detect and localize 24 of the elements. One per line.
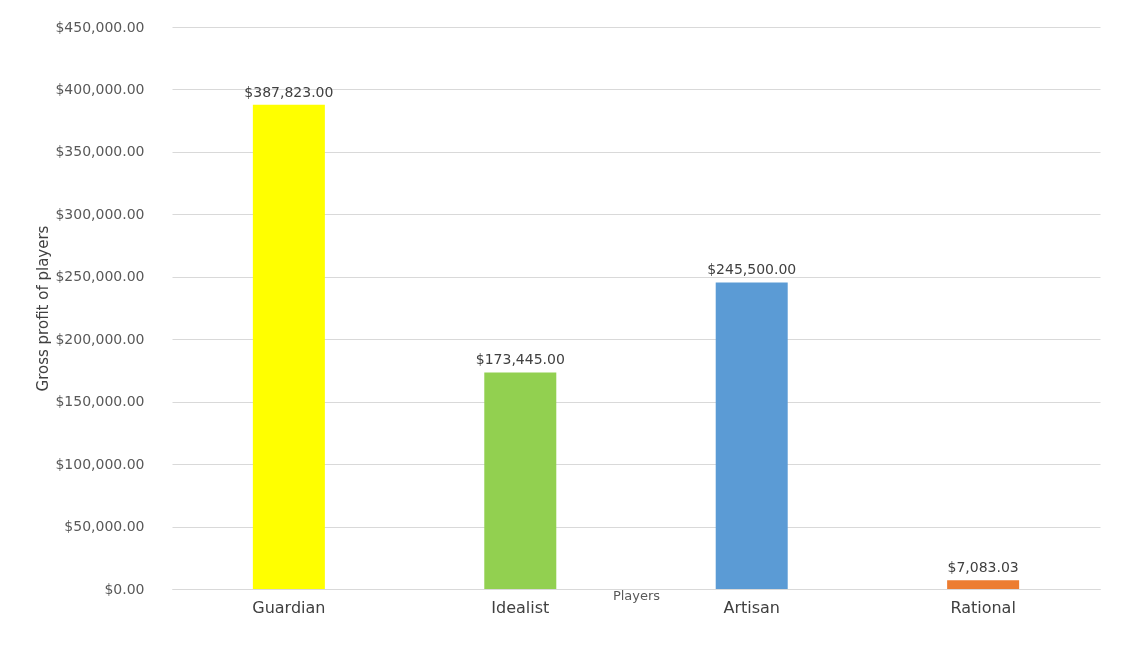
x-axis-title: Players — [612, 587, 661, 603]
data-label: $245,500.00 — [707, 261, 797, 278]
y-tick-label: $250,000.00 — [55, 268, 145, 285]
y-tick-label: $400,000.00 — [55, 80, 145, 97]
y-tick-label: $100,000.00 — [55, 455, 145, 472]
bar — [947, 580, 1020, 589]
y-tick-label: $450,000.00 — [55, 18, 145, 35]
bar — [252, 104, 325, 589]
y-tick-label: $350,000.00 — [55, 143, 145, 160]
bar — [484, 372, 557, 589]
data-label: $387,823.00 — [244, 83, 334, 100]
y-tick-label: $300,000.00 — [55, 205, 145, 222]
y-axis-title: Gross profit of players — [34, 225, 53, 392]
bar — [715, 282, 788, 589]
y-tick-label: $50,000.00 — [64, 518, 145, 535]
y-tick-label: $0.00 — [104, 580, 145, 597]
y-tick-label: $200,000.00 — [55, 330, 145, 347]
data-label: $173,445.00 — [475, 351, 565, 368]
x-tick-label: Artisan — [723, 597, 780, 617]
y-tick-label: $150,000.00 — [55, 393, 145, 410]
x-tick-label: Guardian — [252, 597, 326, 617]
x-tick-label: Rational — [950, 597, 1016, 617]
data-label: $7,083.03 — [947, 559, 1019, 576]
x-tick-label: Idealist — [491, 597, 550, 617]
